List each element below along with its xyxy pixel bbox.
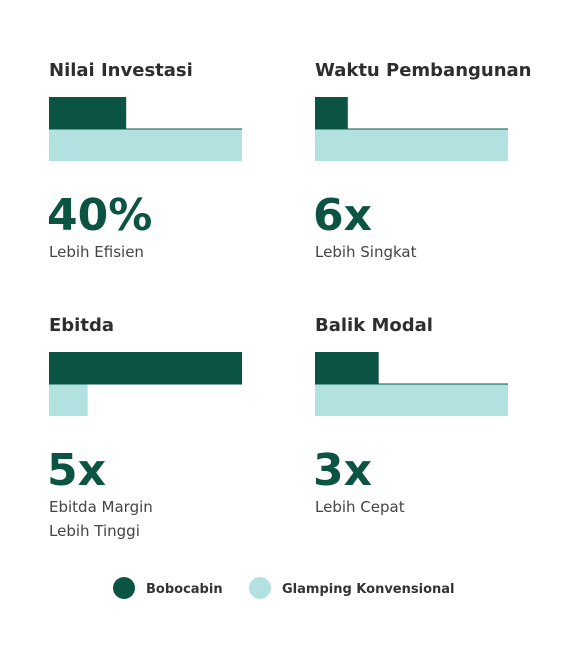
bar	[49, 352, 242, 384]
chart-title: Waktu Pembangunan	[315, 60, 532, 81]
legend-label: Glamping Konvensional	[282, 582, 454, 597]
caption: Ebitda Margin	[49, 498, 153, 516]
bar	[49, 97, 127, 129]
chart-title: Balik Modal	[315, 315, 433, 336]
bar	[315, 129, 508, 161]
bar	[315, 384, 508, 416]
legend-swatch	[113, 577, 135, 599]
bar	[49, 129, 242, 161]
bar	[49, 384, 88, 416]
bar	[315, 352, 379, 384]
caption: Lebih Singkat	[315, 243, 417, 261]
caption: Lebih Tinggi	[49, 522, 140, 540]
headline: 5x	[47, 445, 106, 496]
headline: 6x	[313, 190, 372, 241]
chart-title: Nilai Investasi	[49, 60, 193, 81]
headline: 40%	[47, 190, 152, 241]
caption: Lebih Cepat	[315, 498, 405, 516]
caption: Lebih Efisien	[49, 243, 144, 261]
legend-label: Bobocabin	[146, 582, 223, 597]
legend-swatch	[249, 577, 271, 599]
bar	[315, 97, 348, 129]
headline: 3x	[313, 445, 372, 496]
chart-title: Ebitda	[49, 315, 114, 336]
